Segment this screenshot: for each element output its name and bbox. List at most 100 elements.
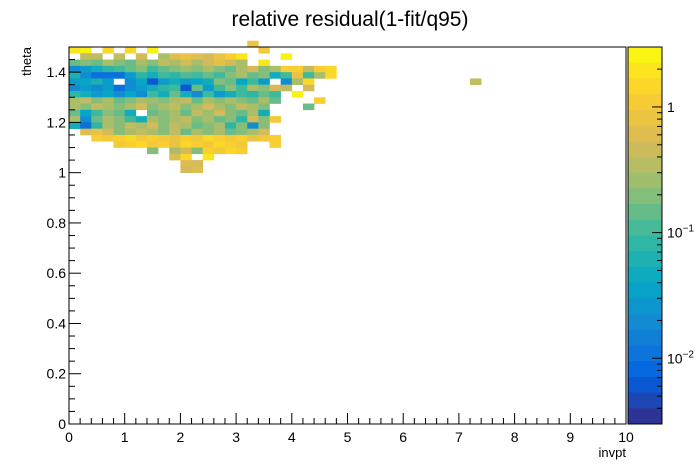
heatmap-cell [158, 97, 170, 104]
heatmap-cell [258, 78, 270, 85]
colorbar-frame [627, 46, 663, 425]
heatmap-cell [102, 90, 114, 98]
colorbar-band [628, 172, 662, 189]
heatmap-cell [191, 141, 203, 148]
heatmap-cell [224, 128, 237, 136]
heatmap-cell [69, 109, 81, 117]
heatmap-cell [258, 122, 270, 129]
heatmap-cell [291, 78, 304, 85]
heatmap-cell [280, 53, 293, 60]
heatmap-cell [91, 122, 103, 129]
heatmap-cell [169, 116, 181, 123]
colorbar-band [628, 219, 662, 236]
heatmap-cell [113, 84, 125, 92]
heatmap-cell [102, 65, 114, 73]
heatmap-cell [80, 103, 92, 111]
heatmap-cell [169, 97, 181, 104]
x-tick-label: 2 [177, 429, 185, 445]
heatmap-cell [202, 116, 215, 123]
heatmap-cell [236, 90, 248, 98]
heatmap-cell [102, 78, 114, 85]
y-tick-label: 1.2 [47, 114, 67, 130]
heatmap-cell [124, 103, 137, 111]
heatmap-cell [146, 47, 159, 54]
heatmap-cell [213, 134, 226, 142]
x-tick-label: 7 [455, 429, 463, 445]
heatmap-cell [102, 97, 114, 104]
heatmap-cell [269, 72, 281, 79]
heatmap-cell [258, 116, 270, 123]
heatmap-cell [169, 141, 181, 148]
heatmap-cell [69, 47, 81, 54]
heatmap-cell [135, 116, 148, 123]
heatmap-cell [314, 65, 326, 73]
heatmap-cell [135, 65, 148, 73]
heatmap-cell [191, 84, 203, 92]
heatmap-cell [224, 147, 237, 155]
heatmap-cell [124, 122, 137, 129]
heatmap-cell [102, 116, 114, 123]
heatmap-cell [113, 103, 125, 111]
heatmap-cell [202, 84, 215, 92]
heatmap-cell [124, 109, 137, 117]
heatmap-cell [291, 65, 304, 73]
x-tick-label: 10 [618, 429, 634, 445]
colorbar-ticks: 10−2 10−1 1 [652, 46, 694, 425]
heatmap-cell [191, 53, 203, 60]
heatmap-cell [191, 166, 203, 173]
heatmap-cell [102, 122, 114, 129]
heatmap-cell [124, 128, 137, 136]
x-tick-label: 0 [65, 429, 73, 445]
heatmap-cell [280, 65, 293, 73]
heatmap-cell [69, 72, 81, 79]
heatmap-cell [180, 59, 192, 67]
heatmap-cell [124, 65, 137, 73]
heatmap-cell [213, 128, 226, 136]
heatmap-cell [146, 109, 159, 117]
x-tick-label: 9 [566, 429, 574, 445]
heatmap-cell [146, 122, 159, 129]
heatmap-cell [113, 90, 125, 98]
heatmap-cell [113, 109, 125, 117]
heatmap-cell [169, 103, 181, 111]
heatmap-cell [169, 84, 181, 92]
heatmap-cell [158, 65, 170, 73]
heatmap-cell [202, 141, 215, 148]
heatmap-cell [224, 141, 237, 148]
colorbar [628, 47, 662, 425]
colorbar-band [628, 94, 662, 111]
heatmap-cell [258, 84, 270, 92]
heatmap-cell [135, 134, 148, 142]
y-axis-label: theta [19, 46, 34, 76]
heatmap-cell [191, 160, 203, 167]
heatmap-cell [258, 90, 270, 98]
heatmap-cell [236, 84, 248, 92]
heatmap-cell [91, 59, 103, 67]
heatmap-cell [314, 72, 326, 79]
heatmap-cell [236, 59, 248, 67]
heatmap-cell [135, 103, 148, 111]
heatmap-cell [180, 141, 192, 148]
heatmap-cell [124, 84, 137, 92]
heatmap-cell [236, 122, 248, 129]
heatmap-cell [146, 59, 159, 67]
heatmap-cell [236, 103, 248, 111]
heatmap-cell [236, 72, 248, 79]
heatmap-cell [146, 128, 159, 136]
heatmap-cell [191, 103, 203, 111]
heatmap-cell [302, 78, 315, 85]
heatmap-cell [224, 53, 237, 60]
y-tick-label: 0.6 [47, 265, 67, 281]
heatmap-cell [247, 134, 259, 142]
heatmap-cell [80, 78, 92, 85]
heatmap-cell [146, 84, 159, 92]
heatmap-cell [158, 128, 170, 136]
heatmap-cell [180, 122, 192, 129]
heatmap-cell [191, 134, 203, 142]
heatmap-cell [202, 147, 215, 155]
y-axis-ticks: 0 0.2 0.4 0.6 0.8 1 1.2 1.4 [47, 46, 81, 432]
heatmap-cell [146, 147, 159, 155]
heatmap-cell [280, 78, 293, 85]
colorbar-band [628, 78, 662, 95]
